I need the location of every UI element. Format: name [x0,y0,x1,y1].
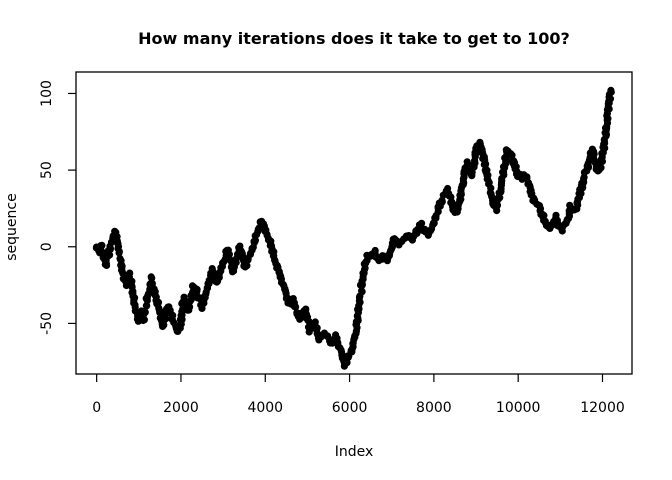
x-tick-label: 0 [92,400,101,416]
y-tick-label: -50 [39,312,55,335]
plot-border [75,71,633,375]
axes: 0 2000 4000 6000 8000 10000 12000 -50 0 50 100 [39,80,625,416]
x-axis-title: Index [335,444,374,460]
y-tick-label: 0 [39,242,55,251]
x-tick-label: 10000 [496,400,541,416]
y-tick-label: 100 [39,80,55,107]
x-tick-label: 12000 [580,400,625,416]
x-tick-label: 2000 [163,400,199,416]
sequence-points [92,86,615,370]
x-tick-label: 4000 [247,400,283,416]
x-tick-label: 6000 [332,400,368,416]
y-tick-label: 50 [39,161,55,179]
x-tick-label: 8000 [416,400,452,416]
data-point-cloud [92,86,615,370]
chart-title: How many iterations does it take to get … [138,29,570,48]
y-axis-title: sequence [4,193,20,260]
